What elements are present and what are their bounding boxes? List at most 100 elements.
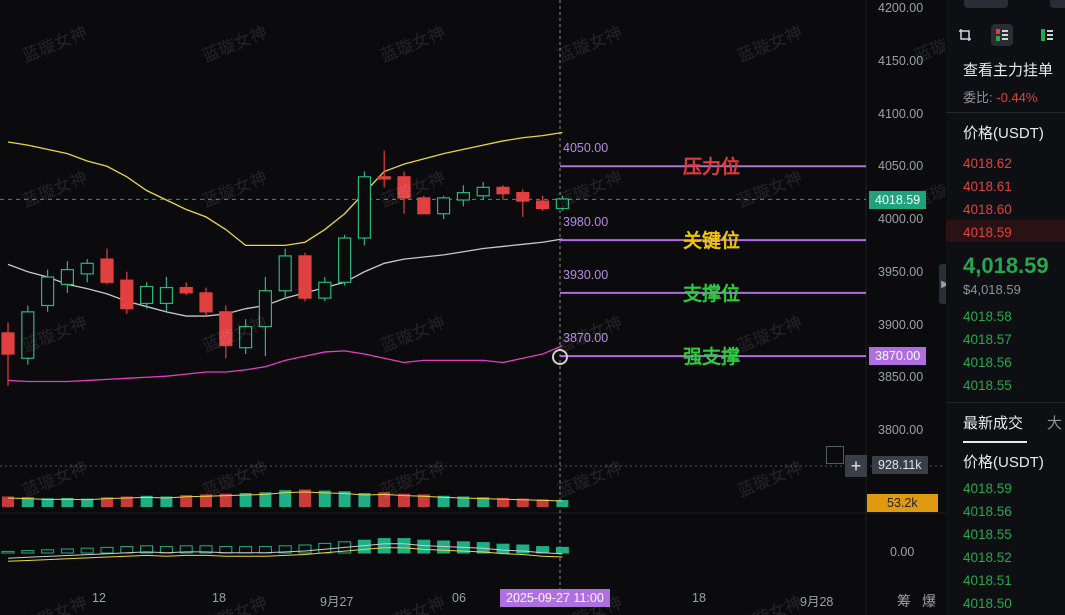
candle-body <box>357 176 371 239</box>
volume-bar <box>516 498 529 507</box>
volume-bar <box>457 496 470 507</box>
level-price-label: 3930.00 <box>563 267 609 282</box>
trades-tab[interactable]: 最新成交 <box>963 415 1024 432</box>
macd-bar <box>239 546 253 554</box>
bid-row[interactable]: 4018.57 <box>963 332 1012 347</box>
volume-bar <box>417 494 430 507</box>
divider-2 <box>946 402 1065 403</box>
ask-highlight <box>946 220 1065 242</box>
macd-bar <box>258 546 272 554</box>
add-icon[interactable]: + <box>845 455 867 477</box>
bid-row[interactable]: 4018.55 <box>963 378 1012 393</box>
candle-body <box>437 197 451 215</box>
candle-body <box>377 176 391 180</box>
trades-price-header: 价格(USDT) <box>963 454 1044 471</box>
price-tick: 3950.00 <box>878 264 924 279</box>
ask-row-highlight[interactable]: 4018.59 <box>963 225 1012 240</box>
candle-body <box>80 262 94 275</box>
candle-body <box>21 311 35 359</box>
time-tick: 18 <box>212 591 226 605</box>
volume-bar <box>61 497 74 507</box>
candle-body <box>298 255 312 299</box>
macd-bar <box>140 545 154 554</box>
volume-bar <box>160 496 173 507</box>
time-tick: 9月28 <box>800 595 834 609</box>
orderbook-both-icon[interactable] <box>991 24 1013 46</box>
candle-body <box>239 326 253 349</box>
volume-bar <box>239 493 252 507</box>
candle-body <box>318 281 332 299</box>
price-tick: 3900.00 <box>878 317 924 332</box>
trades-tab-underline <box>963 441 1027 443</box>
candle-body <box>258 290 272 328</box>
candle-body <box>60 269 75 286</box>
price-chart[interactable]: 蓝璇女神 蓝璇女神 蓝璇女神 蓝璇女神 蓝璇女神 蓝璇女神 蓝璇女神 蓝璇女神 蓝璇女神 蓝璇女神… <box>0 0 945 615</box>
volume-bar <box>140 495 153 507</box>
candle-body <box>496 186 510 195</box>
indicator-value-badge: 53.2k <box>867 494 938 512</box>
ask-row[interactable]: 4018.60 <box>963 202 1012 217</box>
bid-row[interactable]: 4018.56 <box>963 355 1012 370</box>
macd-bar <box>357 539 371 554</box>
candle-body <box>535 200 550 210</box>
candle-body <box>120 279 134 310</box>
candle-body <box>40 276 55 307</box>
main-orders-title[interactable]: 查看主力挂单 <box>963 62 1054 79</box>
macd-bar <box>516 544 530 554</box>
burst-label[interactable]: 爆 <box>922 593 936 609</box>
trade-row: 4018.55 <box>963 527 1012 542</box>
macd-bar <box>1 550 15 554</box>
lower-band-line <box>7 345 563 383</box>
macd-bar <box>397 538 411 554</box>
top-tab-left[interactable] <box>964 0 1008 8</box>
macd-bar <box>278 545 292 554</box>
level-name: 强支撑 <box>683 347 741 369</box>
macd-bar <box>298 544 312 554</box>
volume-bar <box>477 497 490 507</box>
candle-body <box>516 192 530 202</box>
bid-row[interactable]: 4018.58 <box>963 309 1012 324</box>
chip-label[interactable]: 筹 <box>897 593 911 609</box>
candle-body <box>278 255 292 292</box>
volume-bar <box>536 499 549 507</box>
level-name: 关键位 <box>683 231 741 253</box>
trade-row: 4018.52 <box>963 550 1012 565</box>
level-price-label: 3870.00 <box>563 331 609 346</box>
volume-bar <box>497 497 509 507</box>
top-tab-right[interactable] <box>1050 0 1065 8</box>
crop-icon[interactable] <box>954 24 976 46</box>
candle-body <box>159 286 173 305</box>
volume-bar <box>101 497 113 507</box>
macd-dea-line <box>7 547 563 562</box>
macd-bar <box>417 539 431 554</box>
volume-bar <box>556 500 569 507</box>
volume-bar <box>219 493 232 507</box>
macd-bar <box>80 547 94 554</box>
expand-icon[interactable] <box>826 446 844 464</box>
volume-bar <box>200 494 212 507</box>
volume-bar <box>259 492 272 507</box>
macd-dif-line <box>7 543 563 559</box>
divider <box>946 112 1065 113</box>
level-name: 支撑位 <box>683 283 741 305</box>
candle-body <box>397 176 411 199</box>
volume-bar <box>378 492 391 507</box>
price-tick: 4150.00 <box>878 53 924 68</box>
chart-canvas[interactable] <box>0 0 945 615</box>
price-header: 价格(USDT) <box>963 125 1044 142</box>
ratio-label: 委比: <box>963 90 993 105</box>
large-trades-tab[interactable]: 大 <box>1047 415 1063 432</box>
orderbook-bids-icon[interactable] <box>1036 24 1058 46</box>
ratio-value: -0.44% <box>996 90 1038 105</box>
candle-body <box>476 186 490 197</box>
price-tick: 3850.00 <box>878 370 924 385</box>
level-price-label: 3980.00 <box>563 215 609 230</box>
crosshair-handle[interactable] <box>552 349 568 365</box>
macd-bar <box>555 546 569 554</box>
volume-bar <box>120 496 133 507</box>
ask-row[interactable]: 4018.61 <box>963 179 1012 194</box>
trade-row: 4018.59 <box>963 481 1012 496</box>
candle-body <box>219 311 233 347</box>
ask-row[interactable]: 4018.62 <box>963 156 1012 171</box>
